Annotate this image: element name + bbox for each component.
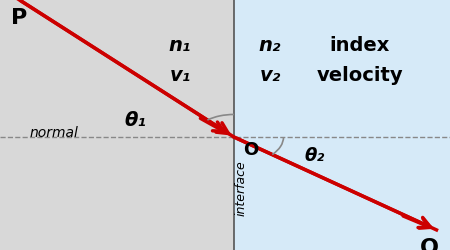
- Text: velocity: velocity: [317, 66, 403, 84]
- Text: interface: interface: [234, 160, 247, 215]
- Text: θ₁: θ₁: [124, 110, 146, 130]
- Text: n₁: n₁: [169, 36, 191, 54]
- Text: Q: Q: [420, 238, 439, 250]
- Text: P: P: [11, 8, 27, 28]
- Bar: [0, 0, 234, 250]
- Text: n₂: n₂: [259, 36, 281, 54]
- Text: v₁: v₁: [169, 66, 191, 84]
- Text: normal: normal: [30, 126, 78, 140]
- Bar: [234, 0, 450, 250]
- Text: index: index: [330, 36, 390, 54]
- Text: v₂: v₂: [259, 66, 281, 84]
- Text: O: O: [243, 140, 258, 158]
- Text: θ₂: θ₂: [305, 146, 325, 164]
